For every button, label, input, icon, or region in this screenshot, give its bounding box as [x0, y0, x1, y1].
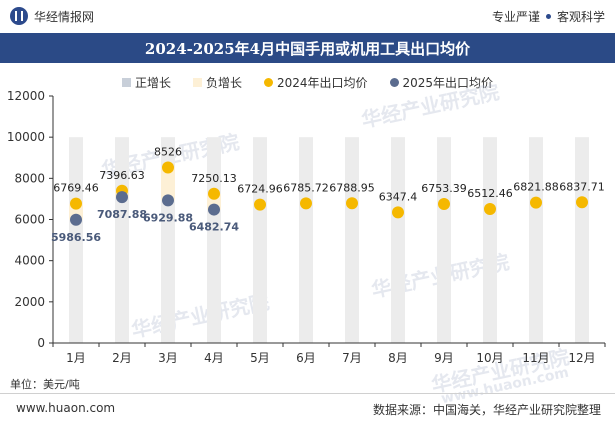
bullet-dot-icon — [545, 13, 551, 19]
unit-label: 单位：美元/吨 — [10, 378, 80, 391]
point-2024 — [392, 206, 404, 219]
x-tick-label: 10月 — [476, 351, 503, 365]
top-bar: 华经情报网 专业严谨 客观科学 — [0, 0, 615, 32]
x-tick-label: 4月 — [204, 351, 224, 365]
x-tick-label: 12月 — [568, 351, 595, 365]
slogan-left: 专业严谨 — [491, 9, 540, 24]
x-tick-label: 7月 — [342, 351, 362, 365]
legend-2024-swatch — [263, 78, 273, 87]
x-tick-label: 5月 — [250, 351, 270, 365]
y-tick-label: 8000 — [14, 171, 45, 185]
y-tick-label: 2000 — [14, 295, 45, 309]
data-label-2024: 8526 — [154, 146, 182, 159]
data-label-2024: 6769.46 — [53, 182, 99, 195]
column-background-bar — [391, 137, 405, 343]
x-tick-label: 2月 — [112, 351, 132, 365]
chart-plot: 0 2000 4000 6000 8000 10000 12000 1月 2月 3月 4月 5月 6月 7… — [7, 89, 606, 365]
legend-label: 2024年出口均价 — [276, 76, 368, 90]
point-2024 — [162, 161, 174, 174]
x-tick-label: 9月 — [434, 351, 454, 365]
x-tick-label: 11月 — [522, 351, 549, 365]
point-2024 — [208, 187, 220, 200]
x-tick-label: 6月 — [296, 351, 316, 365]
legend-item-negative: 负增长 — [192, 74, 242, 91]
data-label-2024: 6347.4 — [379, 190, 418, 203]
brand: 华经情报网 — [10, 7, 94, 25]
data-label-2025: 6482.74 — [189, 221, 239, 234]
y-tick-label: 6000 — [14, 213, 45, 227]
column-background-bar — [575, 137, 589, 343]
data-label-2024: 7250.13 — [191, 172, 237, 185]
brand-name: 华经情报网 — [34, 9, 95, 24]
footer-website: www.huaon.com — [16, 401, 116, 415]
point-2025 — [208, 203, 220, 216]
legend-2025-swatch — [389, 78, 399, 87]
point-2025 — [162, 194, 174, 207]
chart-legend: 正增长 负增长 2024年出口均价 2025年出口均价 — [0, 74, 615, 91]
point-2024 — [530, 196, 542, 209]
point-2024 — [438, 197, 450, 210]
legend-label: 负增长 — [205, 76, 242, 90]
data-label-2025: 5986.56 — [51, 231, 101, 244]
point-2024 — [346, 197, 358, 210]
data-label-2025: 7087.88 — [97, 208, 147, 221]
y-tick-label: 10000 — [7, 130, 45, 144]
point-2024 — [70, 197, 82, 210]
data-label-2025: 6929.88 — [143, 211, 193, 224]
column-background-bar — [529, 137, 543, 343]
point-2024 — [254, 198, 266, 211]
column-background-bar — [253, 137, 267, 343]
legend-label: 2025年出口均价 — [402, 76, 494, 90]
column-background-bar — [437, 137, 451, 343]
legend-negative-swatch — [192, 78, 202, 87]
x-tick-label: 3月 — [158, 351, 178, 365]
data-label-2024: 6753.39 — [421, 182, 467, 195]
point-2024 — [300, 197, 312, 210]
footer-source: 数据来源：中国海关，华经产业研究院整理 — [372, 403, 601, 417]
legend-item-2024: 2024年出口均价 — [263, 74, 368, 91]
column-background-bar — [345, 137, 359, 343]
legend-label: 正增长 — [134, 76, 171, 90]
footer-divider — [0, 393, 615, 394]
change-range-bar — [161, 167, 175, 201]
y-tick-label: 0 — [37, 336, 45, 350]
column-background-bar — [483, 137, 497, 343]
y-tick-label: 12000 — [7, 89, 45, 103]
data-label-2024: 6724.96 — [237, 183, 283, 196]
slogan-right: 客观科学 — [556, 9, 605, 24]
legend-positive-swatch — [121, 78, 131, 87]
data-label-2024: 6512.46 — [467, 187, 513, 200]
brand-logo-icon — [10, 7, 28, 25]
data-label-2024: 6837.71 — [559, 180, 605, 193]
data-label-2024: 6788.95 — [329, 181, 375, 194]
chart-title: 2024-2025年4月中国手用或机用工具出口均价 — [144, 39, 471, 58]
column-background-bar — [69, 137, 83, 343]
point-2024 — [576, 196, 588, 209]
column-background-bar — [207, 137, 221, 343]
data-label-2024: 7396.63 — [99, 169, 145, 182]
data-label-2024: 6821.88 — [513, 181, 559, 194]
y-tick-label: 4000 — [14, 254, 45, 268]
legend-item-positive: 正增长 — [121, 74, 171, 91]
point-2025 — [116, 191, 128, 204]
point-2025 — [70, 213, 82, 226]
data-label-2024: 6785.72 — [283, 181, 329, 194]
chart-title-bar: 2024-2025年4月中国手用或机用工具出口均价 — [0, 33, 615, 63]
x-tick-label: 1月 — [66, 351, 86, 365]
slogan: 专业严谨 客观科学 — [492, 8, 605, 25]
legend-item-2025: 2025年出口均价 — [389, 74, 494, 91]
point-2024 — [484, 202, 496, 215]
column-background-bar — [299, 137, 313, 343]
x-tick-label: 8月 — [388, 351, 408, 365]
